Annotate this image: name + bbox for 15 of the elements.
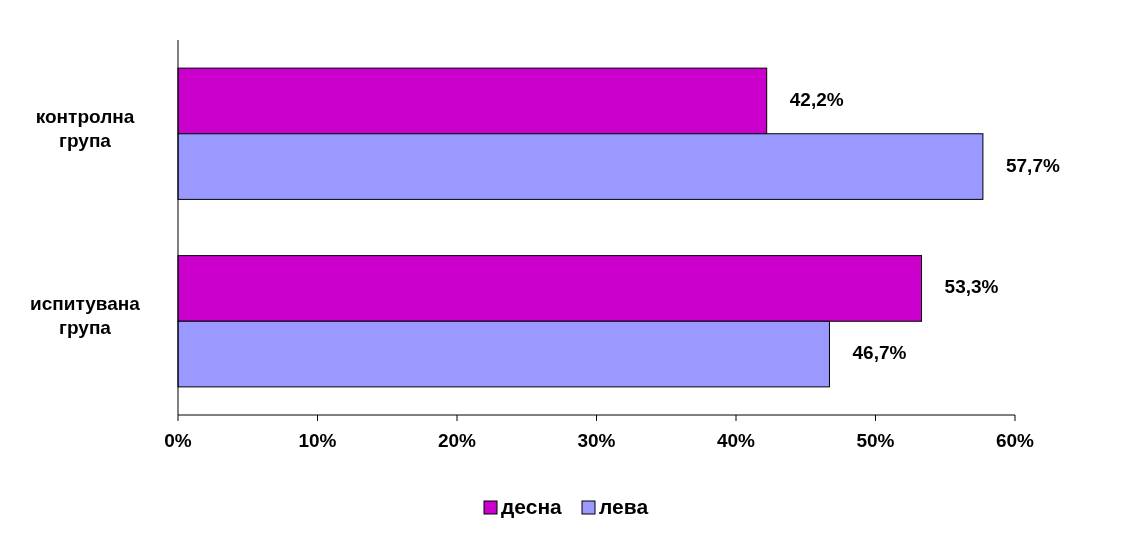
data-label: 57,7% bbox=[1005, 154, 1060, 176]
y-tick-label: контролна група bbox=[35, 105, 135, 151]
x-tick-label: 0% bbox=[164, 430, 192, 451]
x-tick-label: 20% bbox=[437, 430, 477, 451]
data-label: 53,3% bbox=[944, 276, 999, 298]
x-tick-label: 10% bbox=[298, 430, 337, 451]
y-tick-label: испитувана група bbox=[30, 293, 141, 339]
x-tick-label: 50% bbox=[856, 430, 895, 451]
legend-label: лева bbox=[599, 494, 649, 518]
data-label: 42,2% bbox=[789, 88, 844, 110]
legend-label: десна bbox=[501, 494, 563, 518]
x-tick-label: 60% bbox=[995, 430, 1035, 451]
x-tick-label: 30% bbox=[577, 430, 616, 451]
data-label: 46,7% bbox=[852, 342, 907, 364]
x-tick-label: 40% bbox=[716, 430, 756, 451]
